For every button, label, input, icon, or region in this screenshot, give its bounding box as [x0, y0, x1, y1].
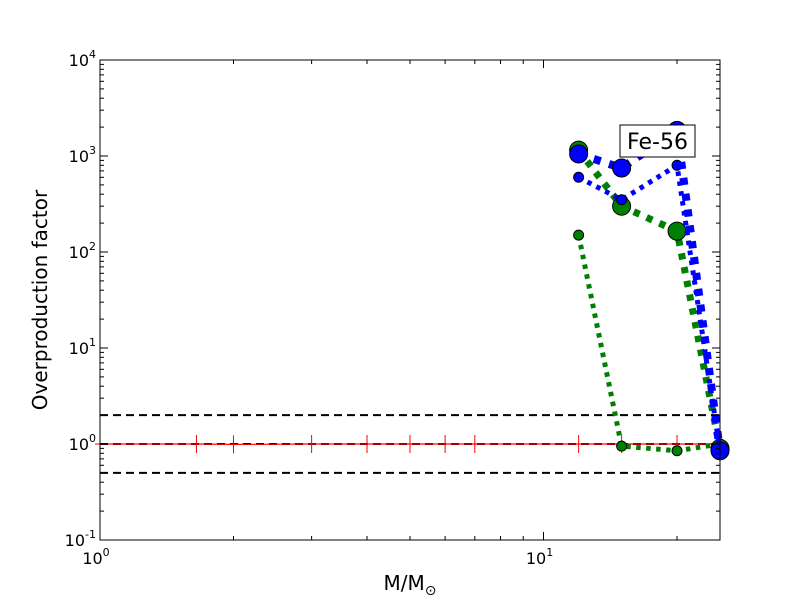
annotation-label: Fe-56 [627, 130, 688, 155]
series-0-point-7 [469, 435, 480, 453]
series-0-point-6 [440, 435, 451, 453]
y-tick-label-5: 104 [69, 48, 96, 70]
series-1-point-2 [671, 445, 683, 457]
series-line-1 [576, 234, 721, 454]
series-3-point-1 [616, 194, 628, 206]
plot-background [100, 60, 720, 540]
y-axis-label: Overproduction factor [28, 189, 52, 410]
x-axis-label-sub: ⊙ [425, 583, 437, 599]
series-4-point-1 [612, 158, 632, 178]
series-0-point-5 [405, 435, 415, 453]
y-tick-label-2: 101 [69, 336, 96, 358]
x-tick-label-0: 100 [82, 546, 109, 568]
series-0-point-1 [191, 435, 202, 453]
series-4-point-0 [569, 144, 589, 164]
y-tick-label-3: 102 [69, 240, 96, 262]
series-1-point-1 [616, 440, 628, 452]
tick-layer [99, 59, 720, 541]
series-3-point-0 [573, 171, 585, 183]
series-line-4 [577, 123, 724, 452]
annotation-frame [619, 124, 696, 158]
series-line-2 [575, 148, 724, 450]
series-0-point-3 [306, 435, 317, 453]
y-tick-label-0: 10-1 [65, 528, 96, 550]
y-tick-label-1: 100 [69, 432, 96, 454]
series-line-3 [577, 161, 723, 452]
x-axis-label: M/M⊙ [384, 571, 437, 599]
series-2-point-2 [667, 221, 687, 241]
x-tick-label-1: 101 [526, 546, 553, 568]
series-1-point-0 [573, 229, 585, 241]
series-0-point-4 [362, 435, 373, 453]
annotation-box: Fe-56 [619, 124, 696, 158]
x-axis-label-main: M/M [384, 571, 425, 595]
series-0-point-2 [228, 435, 239, 454]
y-tick-label-4: 103 [69, 144, 96, 166]
series-0-point-8 [573, 435, 584, 453]
plot-frame [99, 59, 721, 541]
